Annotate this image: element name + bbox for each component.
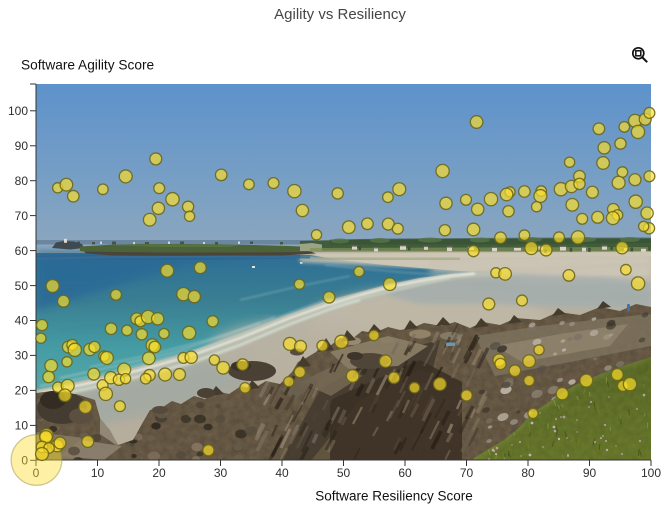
svg-text:10: 10 xyxy=(91,466,105,480)
svg-text:50: 50 xyxy=(15,279,29,293)
svg-text:20: 20 xyxy=(152,466,166,480)
svg-text:50: 50 xyxy=(337,466,351,480)
svg-text:70: 70 xyxy=(460,466,474,480)
svg-text:80: 80 xyxy=(521,466,535,480)
svg-text:Software Agility Score: Software Agility Score xyxy=(21,58,154,73)
svg-text:30: 30 xyxy=(15,349,29,363)
svg-text:60: 60 xyxy=(398,466,412,480)
svg-text:80: 80 xyxy=(15,174,29,188)
svg-text:60: 60 xyxy=(15,244,29,258)
svg-text:70: 70 xyxy=(15,209,29,223)
svg-text:40: 40 xyxy=(275,466,289,480)
svg-text:0: 0 xyxy=(21,454,28,468)
svg-text:100: 100 xyxy=(8,104,28,118)
svg-text:40: 40 xyxy=(15,314,29,328)
svg-text:0: 0 xyxy=(33,466,40,480)
svg-text:100: 100 xyxy=(641,466,661,480)
svg-text:Software Resiliency Score: Software Resiliency Score xyxy=(315,489,473,504)
svg-text:90: 90 xyxy=(15,139,29,153)
svg-text:Agility vs Resiliency: Agility vs Resiliency xyxy=(274,6,406,23)
svg-text:20: 20 xyxy=(15,384,29,398)
svg-text:90: 90 xyxy=(583,466,597,480)
svg-text:10: 10 xyxy=(15,419,29,433)
svg-text:30: 30 xyxy=(214,466,228,480)
